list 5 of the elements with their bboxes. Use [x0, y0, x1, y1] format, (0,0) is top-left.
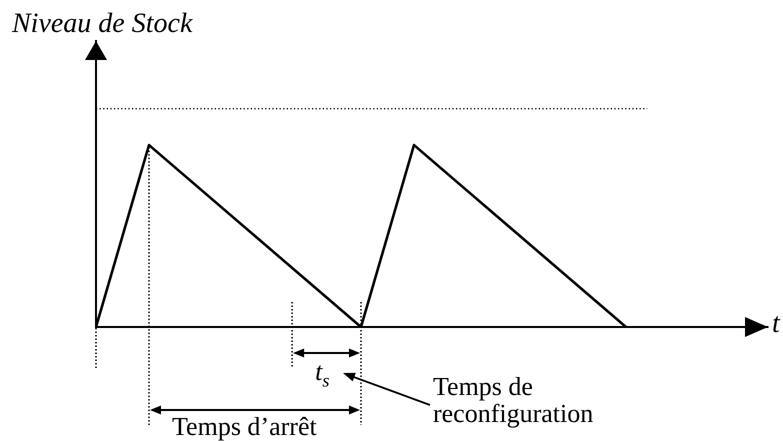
y-axis-title: Niveau de Stock [12, 8, 192, 39]
x-axis-title: t [772, 308, 780, 339]
text: Temps d’arrêt [172, 412, 317, 441]
text: t$_{s}$ [315, 357, 330, 392]
text: Temps de reconfiguration [432, 372, 594, 428]
